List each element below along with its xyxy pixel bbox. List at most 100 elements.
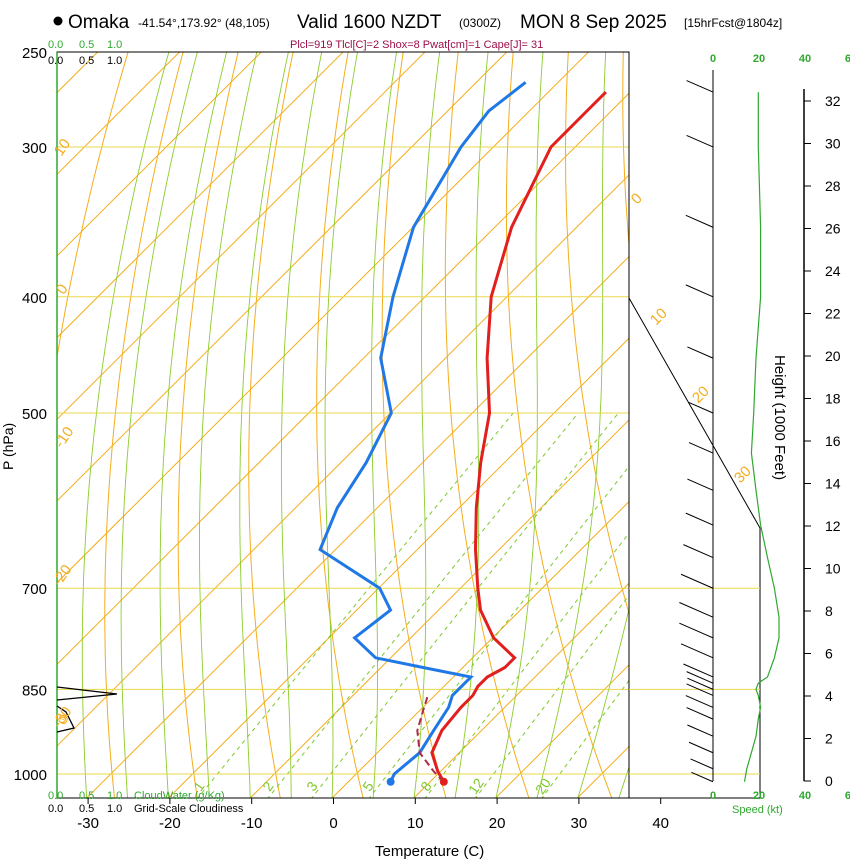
isotherms — [57, 52, 629, 798]
cloudwater-top-1: 1.0 — [107, 39, 122, 51]
mixing-ratio-label: 20 — [532, 775, 554, 797]
height-tick-label: 18 — [825, 391, 841, 407]
isotherm-line — [57, 52, 508, 502]
wind-barb — [688, 741, 714, 754]
x-tick-label: 10 — [407, 815, 424, 832]
wind-barb — [680, 573, 714, 589]
speed-axis-bottom-label: 40 — [799, 790, 811, 802]
isotherm-line — [495, 664, 629, 798]
speed-axis-top-label: 60 — [845, 53, 850, 65]
pressure-tick-label: 250 — [22, 45, 47, 62]
x-tick-label: 0 — [329, 815, 337, 832]
wind-barb — [687, 677, 714, 690]
cloudwater-bottom-1: 1.0 — [107, 790, 122, 802]
moist-adiabat-line — [239, 52, 289, 798]
dry-adiabat-line — [248, 52, 294, 798]
wind-barb — [687, 346, 714, 359]
x-tick-label: -20 — [159, 815, 181, 832]
wind-barb — [683, 544, 714, 559]
isobars — [57, 52, 629, 775]
dry-adiabats — [57, 52, 850, 799]
mixing-ratio-line — [267, 412, 579, 798]
header: Omaka -41.54°,173.92° (48,105) Valid 160… — [53, 12, 782, 51]
wind-barb — [680, 643, 714, 659]
cloudwater-bottom-0: 0.0 — [48, 790, 63, 802]
height-tick-label: 2 — [825, 731, 833, 747]
isotherm-line — [57, 52, 426, 421]
height-tick-label: 16 — [825, 433, 841, 449]
valid-time: Valid 1600 NZDT — [297, 12, 442, 33]
wind-barb — [686, 80, 714, 93]
height-tick-label: 6 — [825, 646, 833, 662]
moist-adiabat-line — [536, 52, 607, 798]
moist-adiabat-line — [199, 52, 258, 798]
height-tick-label: 28 — [825, 178, 841, 194]
station-dot-icon — [53, 16, 63, 26]
moist-adiabat-line — [159, 52, 228, 798]
wind-barb — [686, 671, 714, 684]
height-tick-label: 10 — [825, 561, 841, 577]
surface-dewpoint-dot — [386, 777, 395, 786]
height-tick-label: 12 — [825, 518, 841, 534]
height-tick-label: 0 — [825, 773, 833, 789]
cloudiness-bottom-05: 0.5 — [79, 803, 94, 815]
dry-adiabat-label: 0 — [628, 190, 646, 208]
dry-adiabat-line — [622, 52, 629, 250]
cloudiness-profile — [56, 686, 118, 733]
cloudiness-label: Grid-Scale Cloudiness — [134, 803, 244, 815]
cloudiness-top-1: 1.0 — [107, 55, 122, 67]
height-tick-label: 20 — [825, 348, 841, 364]
dry-adiabat-label: 20 — [689, 383, 713, 407]
dry-adiabat-line — [843, 52, 850, 799]
x-tick-label: -30 — [77, 815, 99, 832]
height-tick-label: 14 — [825, 476, 841, 492]
height-tick-label: 22 — [825, 306, 841, 322]
pressure-axis: 250 300 400 500 700 850 1000 — [14, 45, 47, 784]
dry-adiabat-line — [177, 52, 239, 798]
height-tick-label: 30 — [825, 136, 841, 152]
mixing-ratio-line — [368, 465, 629, 798]
moist-adiabat-line — [495, 52, 544, 798]
isotherm-line — [168, 337, 629, 798]
forecast-run: [15hrFcst@1804z] — [684, 16, 782, 30]
wind-barb — [685, 214, 714, 228]
wind-barb — [686, 683, 714, 696]
x-axis-title: Temperature (C) — [375, 843, 484, 860]
dry-adiabat-label: 0 — [53, 281, 72, 298]
speed-axis-bottom-label: 20 — [753, 790, 765, 802]
cloudwater-top-0: 0.0 — [48, 39, 63, 51]
panel-outline — [628, 297, 761, 799]
isotherm-line — [249, 419, 629, 798]
profiles — [318, 81, 607, 786]
pressure-tick-label: 400 — [22, 290, 47, 307]
wind-barb — [688, 442, 714, 454]
moist-adiabat-line — [454, 52, 489, 798]
wind-barb — [685, 284, 714, 298]
wind-barb — [679, 602, 714, 618]
x-tick-label: 20 — [489, 815, 506, 832]
wind-barb — [685, 695, 714, 708]
wind-barb — [686, 707, 714, 720]
wind-speed-curve — [743, 92, 780, 782]
parcel-profile — [416, 695, 445, 783]
speed-axis-top-label: 0 — [710, 53, 716, 65]
isotherm-line — [57, 52, 590, 584]
cloudiness-top-05: 0.5 — [79, 55, 94, 67]
pressure-tick-label: 1000 — [14, 767, 47, 784]
station-name: Omaka — [68, 12, 130, 33]
moist-adiabat-line — [659, 52, 845, 799]
cloudiness-bottom-1: 1.0 — [107, 803, 122, 815]
speed-axis-bottom-label: 60 — [845, 790, 850, 802]
moist-adiabat-line — [324, 52, 358, 798]
mixing-ratio-lines — [197, 412, 629, 798]
isotherm-line — [57, 52, 181, 176]
isotherm-line — [57, 52, 99, 94]
isotherm-line — [413, 582, 629, 798]
x-axis: -30 -20 -10 0 10 20 30 40 — [77, 798, 669, 832]
height-tick-label: 26 — [825, 221, 841, 237]
moist-adiabat-line — [81, 52, 170, 798]
mixing-ratio-line — [541, 679, 629, 798]
